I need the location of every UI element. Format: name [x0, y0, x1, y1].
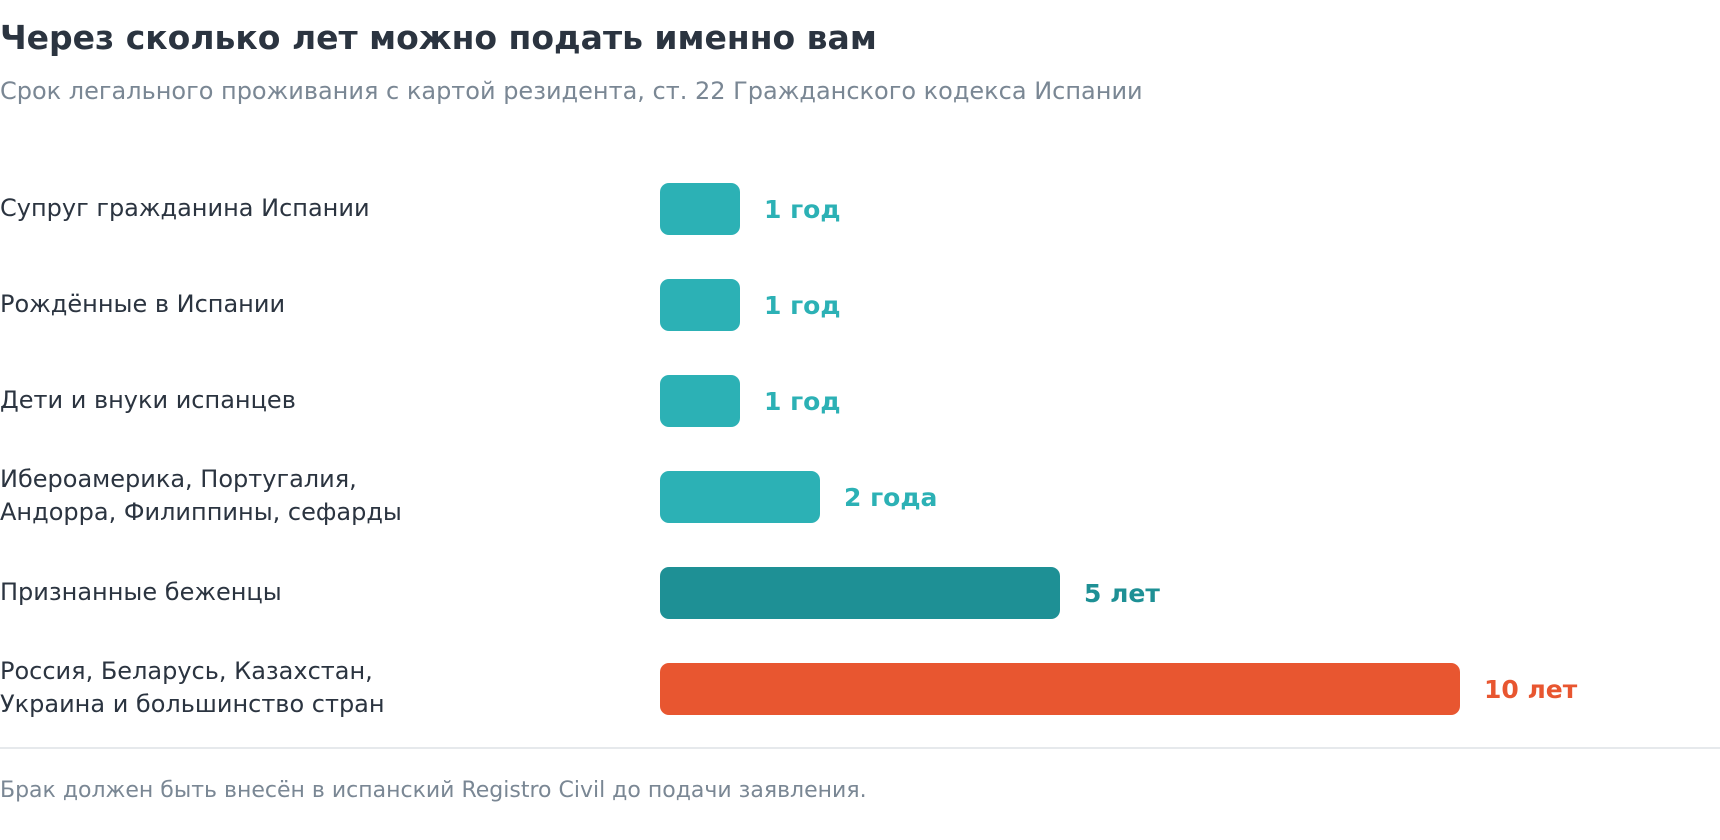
- category-label: Супруг гражданина Испании: [0, 193, 370, 222]
- divider: [0, 747, 1720, 749]
- category-label: Рождённые в Испании: [0, 289, 286, 318]
- bar: [660, 375, 740, 427]
- bar: [660, 471, 820, 523]
- bar: [660, 663, 1460, 715]
- category-label: Россия, Беларусь, Казахстан, Украина и б…: [0, 657, 385, 718]
- bar-row: Дети и внуки испанцев 1 год: [0, 370, 1720, 430]
- value-label: 1 год: [764, 290, 841, 320]
- bar: [660, 183, 740, 235]
- value-label: 1 год: [764, 386, 841, 416]
- category-label: Дети и внуки испанцев: [0, 385, 296, 414]
- category-label: Ибероамерика, Португалия, Андорра, Филип…: [0, 465, 402, 526]
- chart-title: Через сколько лет можно подать именно ва…: [0, 18, 877, 57]
- category-label: Признанные беженцы: [0, 577, 282, 606]
- value-label: 1 год: [764, 194, 841, 224]
- value-label: 5 лет: [1084, 578, 1160, 608]
- footnote: Брак должен быть внесён в испанский Regi…: [0, 778, 867, 803]
- bar: [660, 567, 1060, 619]
- value-label: 2 года: [844, 482, 938, 512]
- bar-row: Россия, Беларусь, Казахстан, Украина и б…: [0, 657, 1720, 718]
- chart-subtitle: Срок легального проживания с картой рези…: [0, 77, 1143, 105]
- bar-row: Ибероамерика, Португалия, Андорра, Филип…: [0, 465, 1720, 526]
- bar-row: Признанные беженцы 5 лет: [0, 562, 1720, 622]
- bar: [660, 279, 740, 331]
- value-label: 10 лет: [1484, 674, 1578, 704]
- bar-row: Рождённые в Испании 1 год: [0, 274, 1720, 334]
- bar-row: Супруг гражданина Испании 1 год: [0, 178, 1720, 238]
- bar-chart: Супруг гражданина Испании 1 год Рождённые …: [0, 178, 1720, 718]
